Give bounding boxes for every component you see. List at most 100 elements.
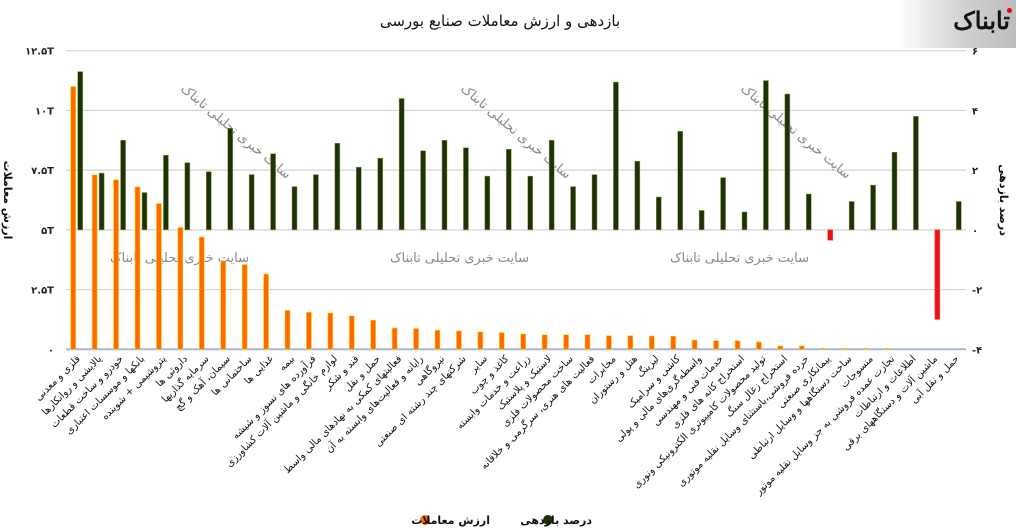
legend-swatch-value — [420, 515, 430, 525]
right-tick-label: -۴ — [972, 345, 982, 356]
value-bar — [798, 345, 805, 350]
value-bar — [756, 341, 762, 350]
legend: درصد بازدهی ارزش معاملات — [411, 514, 592, 527]
value-bar — [820, 348, 827, 350]
return-bar — [613, 81, 619, 231]
return-bar — [334, 143, 341, 231]
return-bar — [848, 201, 855, 231]
logo-dot — [1007, 8, 1012, 13]
left-tick-label: ۱۲.۵T — [25, 47, 54, 58]
value-bar — [198, 236, 205, 350]
value-bar — [777, 345, 784, 350]
return-bar — [806, 193, 812, 231]
value-bar — [627, 335, 634, 350]
watermark-text: سایت خبری تحلیلی تابناک — [737, 82, 853, 183]
return-bar — [570, 186, 576, 231]
value-bar — [456, 330, 462, 350]
right-tick-label: ۶ — [972, 47, 978, 58]
return-bar — [270, 153, 276, 231]
return-bar — [141, 192, 148, 231]
logo: تابناک — [896, 0, 1016, 48]
return-bar — [527, 175, 533, 231]
return-bar — [720, 177, 726, 231]
value-bar — [370, 319, 377, 350]
value-bar — [884, 348, 891, 350]
return-bar — [377, 157, 383, 231]
watermarks: سایت خبری تحلیلی تابناک سایت خبری تحلیلی … — [110, 82, 854, 266]
value-bar — [648, 335, 655, 350]
left-tick-label: ۷.۵T — [31, 166, 54, 177]
value-bar — [498, 332, 505, 350]
value-bar — [113, 179, 119, 350]
value-bar — [91, 174, 98, 350]
value-bar — [306, 311, 312, 350]
watermark-text: سایت خبری تحلیلی تابناک — [390, 251, 529, 266]
value-bar — [841, 348, 848, 350]
return-bar — [398, 98, 405, 231]
bars — [70, 71, 962, 350]
return-bar — [77, 71, 83, 231]
return-bar — [506, 148, 512, 231]
return-bar — [784, 93, 791, 231]
return-bar — [484, 175, 491, 231]
return-bar — [248, 174, 255, 231]
logo-text: تابناک — [953, 6, 1010, 35]
return-bar — [227, 128, 233, 231]
return-bar — [913, 116, 919, 231]
value-bar — [541, 334, 548, 350]
return-bar — [163, 154, 169, 231]
left-tick-label: ۲.۵T — [31, 286, 54, 297]
legend-label-return: درصد بازدهی — [520, 514, 592, 527]
value-bar — [691, 339, 698, 350]
right-tick-label: ۴ — [972, 106, 978, 117]
value-bar — [734, 340, 741, 350]
return-bar — [206, 171, 212, 231]
gridlines — [66, 50, 966, 351]
value-bar — [391, 327, 398, 350]
value-bar — [134, 186, 141, 350]
return-bar — [956, 201, 962, 231]
return-bar — [934, 229, 941, 320]
left-tick-label: ۱۰T — [35, 106, 54, 117]
return-bar — [98, 172, 105, 231]
value-bar — [670, 335, 677, 350]
value-bar — [863, 348, 869, 350]
return-bar — [120, 140, 126, 231]
tick-labels: ۰ ۲.۵T ۵T ۷.۵T ۱۰T ۱۲.۵T -۴ -۲ ۰ ۲ ۴ ۶ — [25, 47, 982, 357]
value-bar — [241, 264, 248, 350]
value-bar — [284, 310, 291, 350]
value-bar — [413, 328, 419, 350]
right-tick-label: ۰ — [972, 226, 978, 237]
left-tick-label: ۰ — [48, 345, 54, 356]
return-bar — [741, 211, 748, 231]
return-bar — [441, 140, 448, 231]
value-bar — [606, 335, 612, 350]
return-bar — [677, 131, 683, 231]
value-bar — [584, 334, 591, 350]
watermark-text: سایت خبری تحلیلی تابناک — [457, 82, 573, 183]
return-bar — [827, 229, 833, 241]
legend-label-value: ارزش معاملات — [411, 514, 490, 527]
return-bar — [591, 174, 598, 231]
value-bar — [520, 333, 527, 350]
watermark-text: سایت خبری تحلیلی تابناک — [177, 82, 293, 183]
return-bar — [420, 150, 426, 231]
watermark-text: سایت خبری تحلیلی تابناک — [670, 251, 809, 266]
return-bar — [463, 147, 469, 231]
value-bar — [70, 86, 77, 350]
return-bar — [548, 140, 555, 231]
return-bar — [870, 184, 876, 231]
value-bar — [327, 312, 334, 350]
left-axis-title: ارزش معاملات — [1, 161, 14, 240]
value-bar — [220, 260, 227, 350]
return-bar — [656, 196, 662, 231]
value-bar — [563, 334, 569, 350]
value-bar — [713, 340, 719, 350]
right-axis-title: درصد بازدهی — [997, 164, 1010, 236]
return-bar — [291, 186, 298, 231]
return-bar — [891, 151, 898, 231]
return-bar — [698, 210, 705, 231]
legend-swatch-return — [543, 515, 553, 525]
right-tick-label: -۲ — [972, 286, 982, 297]
